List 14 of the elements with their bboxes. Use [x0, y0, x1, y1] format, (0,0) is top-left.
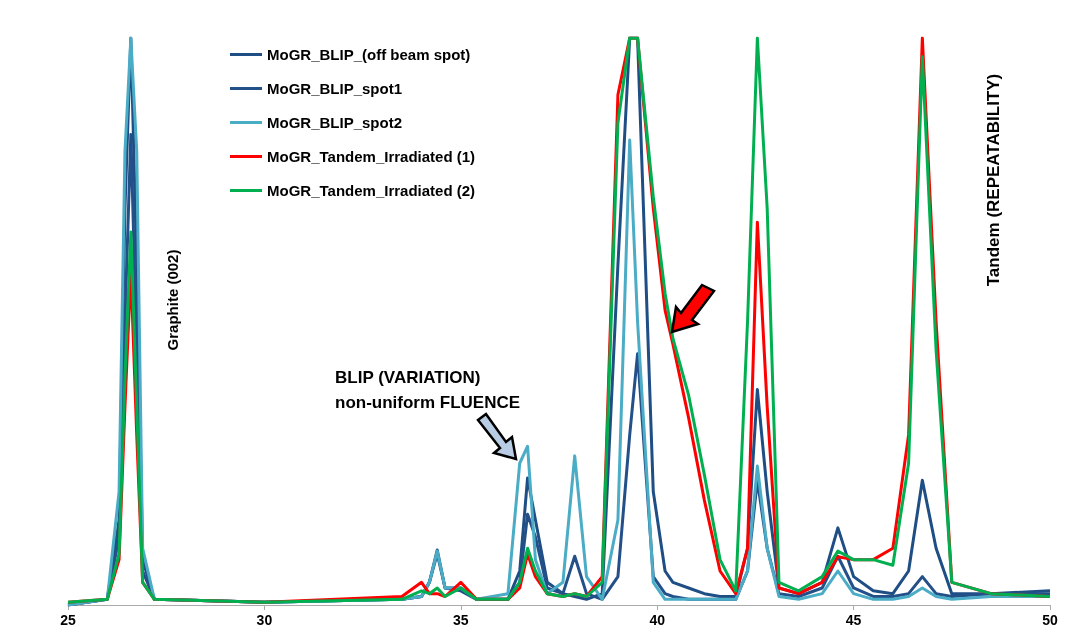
legend-label: MoGR_Tandem_Irradiated (2) [267, 182, 476, 199]
legend-label: MoGR_Tandem_Irradiated (1) [267, 148, 476, 165]
x-tick-label: 25 [60, 612, 76, 628]
x-tick-label: 35 [453, 612, 469, 628]
x-tick-label: 45 [845, 612, 862, 628]
legend-label: MoGR_BLIP_spot1 [267, 80, 403, 97]
annotation: BLIP (VARIATION) non-uniform FLUENCE [335, 368, 521, 412]
x-tick-label: 40 [649, 612, 666, 628]
annotation: Graphite (002) [163, 249, 181, 351]
annotation: Tandem (REPEATABILITY) [983, 73, 1003, 287]
x-tick-label: 50 [1042, 612, 1058, 628]
legend-label: MoGR_BLIP_spot2 [267, 114, 403, 131]
x-tick-label: 30 [256, 612, 273, 628]
legend-label: MoGR_BLIP_(off beam spot) [267, 46, 471, 63]
